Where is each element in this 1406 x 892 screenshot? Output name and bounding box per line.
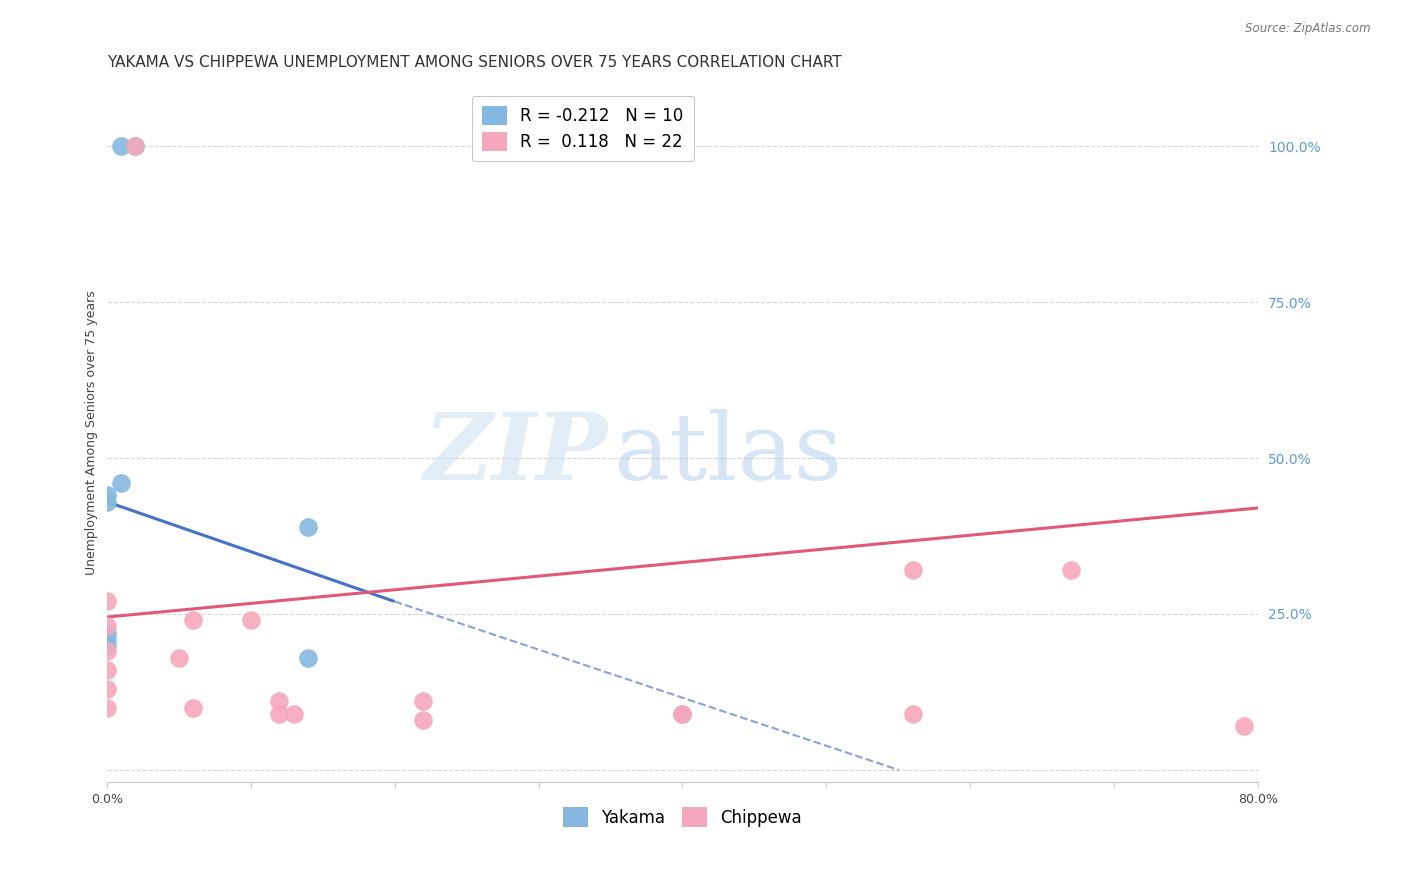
Point [181,700,204,714]
Point [96,700,118,714]
Point [671,706,693,721]
Point [901,563,924,577]
Point [124,139,146,153]
Y-axis label: Unemployment Among Seniors over 75 years: Unemployment Among Seniors over 75 years [86,291,98,575]
Point [269,694,291,708]
Point [269,706,291,721]
Point [110,475,132,490]
Point [96,663,118,677]
Text: ZIP: ZIP [423,409,607,499]
Point [124,139,146,153]
Point [167,650,190,665]
Point [297,650,319,665]
Point [283,706,305,721]
Point [901,706,924,721]
Text: Source: ZipAtlas.com: Source: ZipAtlas.com [1246,22,1371,36]
Legend: Yakama, Chippewa: Yakama, Chippewa [557,801,808,833]
Point [1060,563,1083,577]
Point [96,644,118,658]
Text: atlas: atlas [613,409,842,499]
Point [239,613,262,627]
Point [412,694,434,708]
Text: YAKAMA VS CHIPPEWA UNEMPLOYMENT AMONG SENIORS OVER 75 YEARS CORRELATION CHART: YAKAMA VS CHIPPEWA UNEMPLOYMENT AMONG SE… [107,55,841,70]
Point [110,139,132,153]
Point [96,638,118,652]
Point [671,706,693,721]
Point [96,625,118,640]
Point [1233,719,1256,733]
Point [412,713,434,727]
Point [96,619,118,633]
Point [96,594,118,608]
Point [96,681,118,696]
Point [297,519,319,533]
Point [96,494,118,508]
Point [181,613,204,627]
Point [96,488,118,502]
Point [96,632,118,646]
